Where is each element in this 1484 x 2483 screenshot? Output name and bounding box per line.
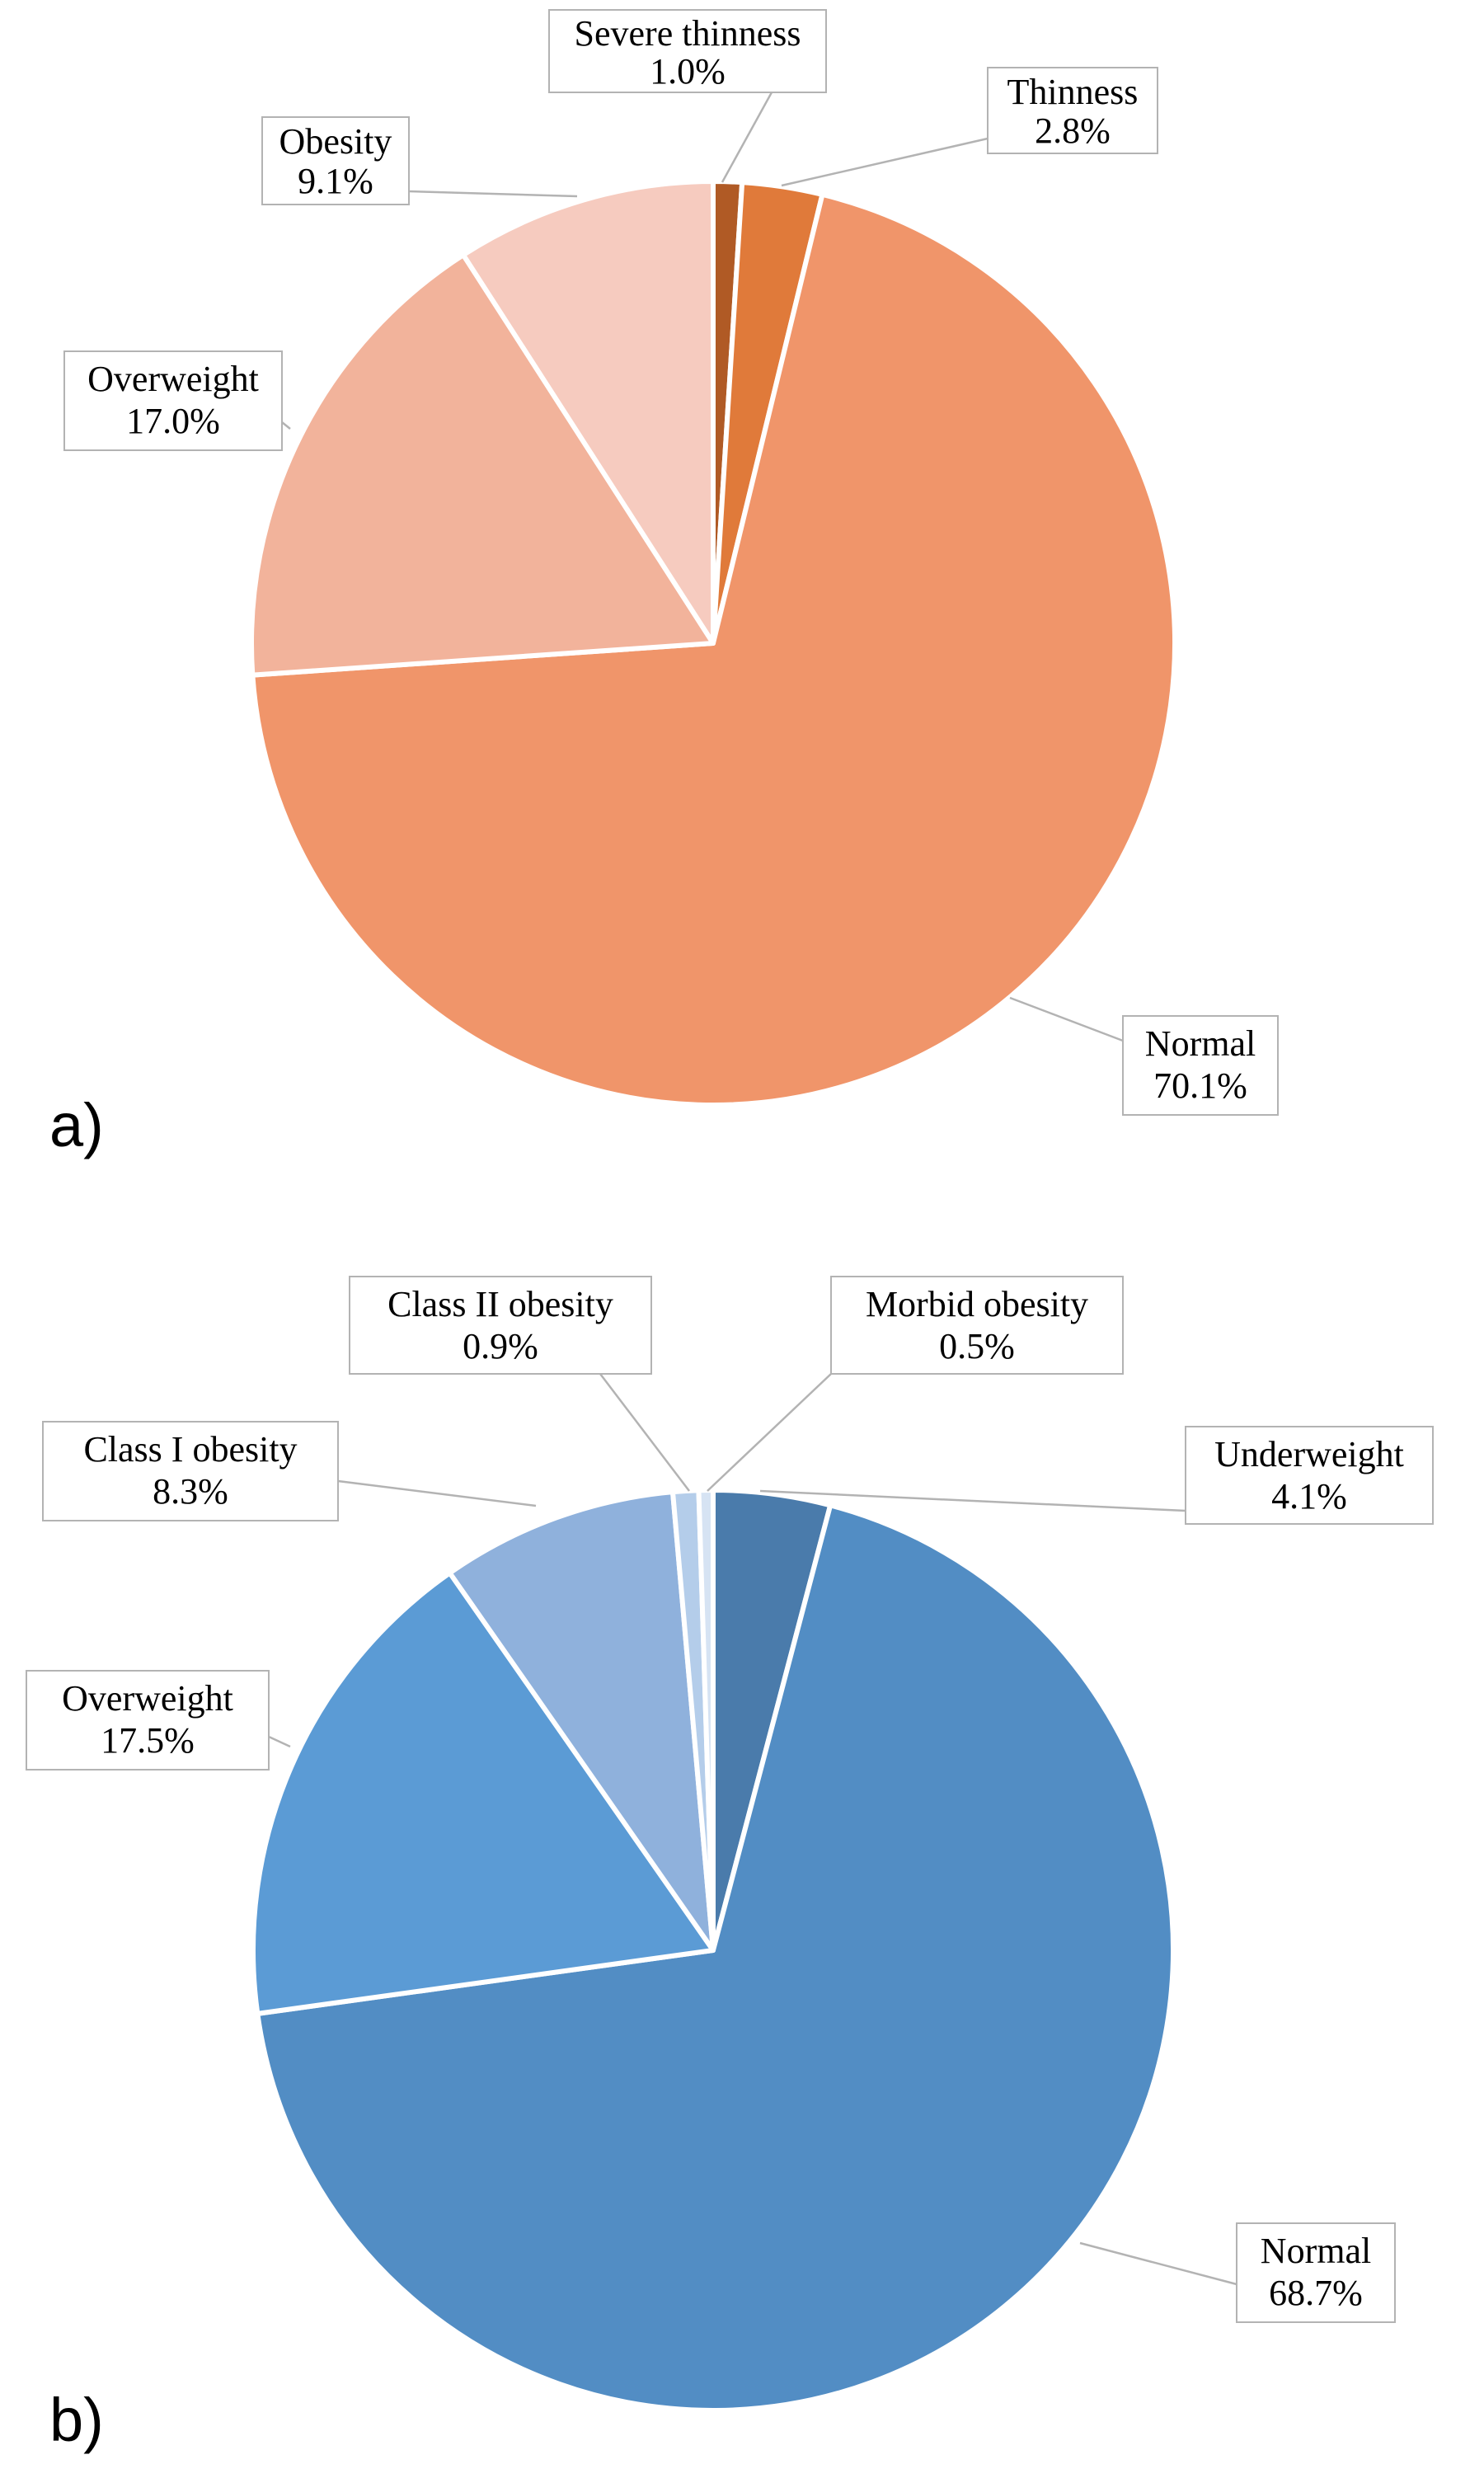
label-b-overweight-value: 17.5% [101,1720,195,1761]
pie-a-leader-normal [1009,996,1124,1042]
data-label-b-class-ii-obesity: Class II obesity 0.9% [349,1276,652,1375]
pie-a-leader-overweight [281,421,291,430]
label-b-underweight-name: Underweight [1214,1434,1404,1474]
data-label-b-overweight: Overweight 17.5% [26,1670,270,1771]
data-label-a-overweight: Overweight 17.0% [63,350,283,451]
label-a-thinness-name: Thinness [1007,72,1139,112]
label-a-obesity-name: Obesity [279,121,392,162]
label-a-thinness-value: 2.8% [1035,111,1111,151]
data-label-b-class-i-obesity: Class I obesity 8.3% [42,1421,339,1521]
pie-a-slice-obesity [460,179,716,646]
data-label-a-obesity: Obesity 9.1% [261,116,410,205]
pie-a-leader-thinness [781,137,989,187]
pie-b-leader-morbid-obesity [707,1373,832,1492]
label-b-class-ii-obesity-name: Class II obesity [387,1284,613,1324]
pie-b-slice-normal [255,1502,1176,2413]
pie-b-slice-class-i-obesity [447,1489,716,1953]
label-a-overweight-name: Overweight [87,359,259,399]
pie-a-slice-overweight [249,252,716,678]
pie-a-leader-obesity [408,190,578,198]
pie-b-leader-overweight [268,1735,291,1748]
label-b-class-i-obesity-value: 8.3% [153,1471,228,1512]
pie-b-slices [250,1488,1176,2413]
data-label-a-severe-thinness: Severe thinness 1.0% [548,9,827,93]
pie-a-slices [249,179,1177,1108]
pie-b-leader-class-i-obesity [337,1479,537,1507]
label-a-normal-name: Normal [1145,1023,1256,1064]
pie-a-slice-normal [250,191,1177,1108]
pie-b-leader-normal [1079,2241,1237,2286]
label-b-class-ii-obesity-value: 0.9% [463,1326,538,1366]
panel-label-b: b) [49,2386,104,2454]
label-b-overweight-name: Overweight [62,1678,233,1719]
label-a-overweight-value: 17.0% [126,401,220,441]
pie-b-slice-morbid-obesity [696,1488,716,1953]
label-b-normal-value: 68.7% [1269,2273,1363,2313]
pie-a-leader-lines [281,92,1124,1042]
label-b-morbid-obesity-name: Morbid obesity [866,1284,1088,1324]
data-label-b-normal: Normal 68.7% [1236,2222,1396,2323]
label-a-severe-thinness-name: Severe thinness [575,13,801,54]
pie-chart-b: Class II obesity 0.9% Morbid obesity 0.5… [26,1276,1434,2454]
label-b-underweight-value: 4.1% [1271,1476,1347,1517]
pie-b-leader-class-ii-obesity [599,1373,690,1492]
label-a-obesity-value: 9.1% [298,161,373,201]
label-b-normal-name: Normal [1261,2231,1371,2271]
data-label-a-normal: Normal 70.1% [1122,1015,1279,1116]
data-label-b-underweight: Underweight 4.1% [1185,1426,1434,1525]
pie-b-slice-overweight [250,1570,716,2016]
data-label-b-morbid-obesity: Morbid obesity 0.5% [830,1276,1124,1375]
pie-b-leader-lines [268,1373,1237,2286]
pie-a-leader-severe-thinness [721,92,773,183]
pie-b-leader-underweight [759,1489,1186,1512]
panel-label-a: a) [49,1091,104,1159]
data-label-a-thinness: Thinness 2.8% [987,67,1158,154]
label-a-severe-thinness-value: 1.0% [650,51,726,92]
pie-chart-a: Severe thinness 1.0% Thinness 2.8% Obesi… [49,9,1279,1159]
label-b-morbid-obesity-value: 0.5% [939,1326,1015,1366]
label-a-normal-value: 70.1% [1153,1065,1247,1106]
label-b-class-i-obesity-name: Class I obesity [83,1429,297,1470]
